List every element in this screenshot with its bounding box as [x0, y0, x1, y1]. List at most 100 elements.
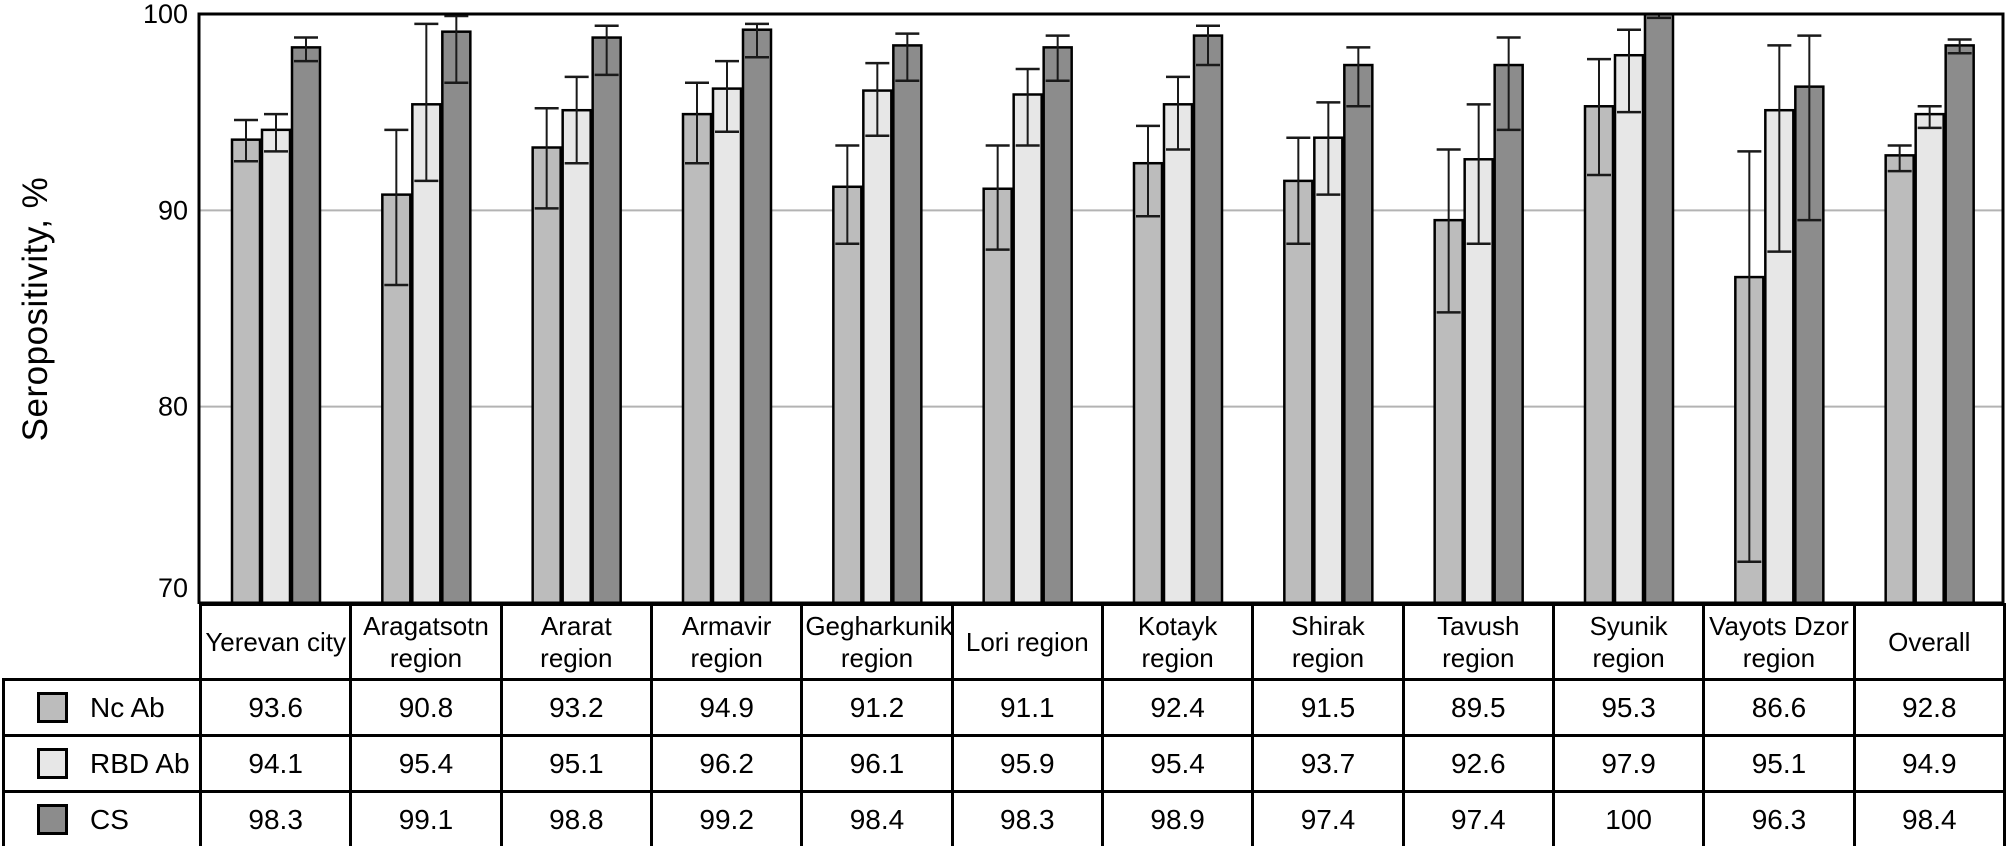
region-header-cell: Kotayk region: [1100, 603, 1255, 681]
series-row-rbd-ab: RBD Ab 94.1 95.4 95.1 96.2 96.1 95.9 95.4 93.7 92…: [2, 734, 2006, 793]
value-cell: 98.8: [499, 790, 653, 846]
y-axis-tick-label: 90: [158, 195, 188, 225]
bar-nc-ab: [230, 138, 262, 604]
bar-rbd-ab: [1613, 53, 1645, 604]
region-header-cell: Vayots Dzor region: [1702, 603, 1856, 681]
bar-cs: [892, 44, 923, 604]
value-cell: 94.9: [1852, 734, 2006, 793]
legend-swatch-icon: [37, 804, 68, 835]
value-cell: 91.5: [1251, 678, 1405, 737]
value-cell: 98.3: [198, 790, 353, 846]
bar-cs: [441, 30, 472, 604]
plot-border: [197, 12, 2005, 604]
region-header-cell: Tavush region: [1401, 603, 1555, 681]
bar-cs: [741, 28, 773, 604]
legend-cell: CS: [2, 790, 202, 846]
value-cell: 89.5: [1401, 678, 1555, 737]
bar-nc-ab: [1884, 154, 1915, 604]
bar-rbd-ab: [1313, 136, 1344, 604]
bar-nc-ab: [1132, 161, 1164, 604]
region-header-cell: Shirak region: [1251, 603, 1405, 681]
region-header-cell: Aragatsotn region: [349, 603, 503, 681]
value-cell: 94.1: [198, 734, 353, 793]
value-cell: 96.1: [800, 734, 954, 793]
value-cell: 86.6: [1702, 678, 1856, 737]
value-cell: 92.4: [1100, 678, 1255, 737]
region-header-cell: Lori region: [950, 603, 1104, 681]
value-cell: 94.9: [649, 678, 804, 737]
value-cell: 91.2: [800, 678, 954, 737]
value-cell: 99.1: [349, 790, 503, 846]
legend-swatch-icon: [37, 748, 68, 779]
bar-cs: [591, 36, 622, 604]
bar-cs: [1493, 63, 1524, 604]
value-cell: 93.6: [198, 678, 353, 737]
value-cell: 99.2: [649, 790, 804, 846]
series-row-cs: CS 98.3 99.1 98.8 99.2 98.4 98.3 98.9 97.4 97.4 10…: [2, 790, 2006, 846]
legend-swatch-icon: [37, 692, 68, 723]
value-cell: 95.1: [499, 734, 653, 793]
value-cell: 96.3: [1702, 790, 1856, 846]
region-header-cell: Gegharkunik region: [800, 603, 954, 681]
region-header-cell: Overall: [1852, 603, 2006, 681]
region-header-row: Yerevan city Aragatsotn region Ararat regi…: [4, 603, 2006, 681]
value-cell: 98.9: [1100, 790, 1255, 846]
value-cell: 98.4: [1852, 790, 2006, 846]
bar-nc-ab: [832, 185, 863, 604]
bar-nc-ab: [982, 187, 1013, 604]
value-cell: 100: [1551, 790, 1706, 846]
bar-cs: [1643, 12, 1675, 604]
bar-nc-ab: [681, 112, 713, 604]
bar-rbd-ab: [1162, 103, 1194, 604]
value-cell: 98.3: [950, 790, 1104, 846]
region-header-cell: Syunik region: [1551, 603, 1706, 681]
legend-label: Nc Ab: [90, 691, 165, 723]
value-cell: 95.9: [950, 734, 1104, 793]
value-cell: 90.8: [349, 678, 503, 737]
value-cell: 93.7: [1251, 734, 1405, 793]
value-cell: 95.4: [1100, 734, 1255, 793]
value-cell: 98.4: [800, 790, 954, 846]
value-cell: 95.4: [349, 734, 503, 793]
legend-cell: RBD Ab: [2, 734, 202, 793]
bar-rbd-ab: [1914, 112, 1945, 604]
value-cell: 97.4: [1251, 790, 1405, 846]
region-header-cell: Yerevan city: [198, 603, 353, 681]
bar-cs: [290, 46, 322, 604]
value-cell: 93.2: [499, 678, 653, 737]
bar-cs: [1042, 46, 1073, 604]
y-axis-tick-label: 80: [158, 392, 188, 422]
legend-label: RBD Ab: [90, 747, 190, 779]
bar-rbd-ab: [260, 128, 292, 604]
bar-rbd-ab: [862, 89, 893, 604]
bar-rbd-ab: [711, 87, 743, 604]
value-cell: 97.4: [1401, 790, 1555, 846]
value-cell: 91.1: [950, 678, 1104, 737]
y-axis-title: Seropositivity, %: [16, 176, 55, 442]
bar-cs: [1343, 63, 1374, 604]
series-row-nc-ab: Nc Ab 93.6 90.8 93.2 94.9 91.2 91.1 92.4 91.5 89.…: [2, 678, 2006, 737]
bar-nc-ab: [531, 146, 562, 604]
data-table: Yerevan city Aragatsotn region Ararat regi…: [2, 603, 2006, 846]
value-cell: 95.1: [1702, 734, 1856, 793]
value-cell: 95.3: [1551, 678, 1706, 737]
value-cell: 92.8: [1852, 678, 2006, 737]
table-corner-cell: [4, 605, 201, 680]
bar-rbd-ab: [411, 103, 442, 604]
legend-label: CS: [90, 803, 129, 835]
y-axis-tick-label: 100: [143, 0, 188, 29]
value-cell: 92.6: [1401, 734, 1555, 793]
bar-rbd-ab: [561, 108, 592, 604]
bar-rbd-ab: [1012, 93, 1043, 604]
legend-cell: Nc Ab: [2, 678, 202, 737]
bar-nc-ab: [1583, 105, 1615, 604]
region-header-cell: Ararat region: [499, 603, 653, 681]
bar-cs: [1192, 34, 1224, 604]
y-axis-tick-label: 70: [158, 573, 188, 603]
bar-chart-plot: 100 90 80 70: [143, 0, 2005, 604]
bar-cs: [1944, 44, 1975, 604]
value-cell: 97.9: [1551, 734, 1706, 793]
value-cell: 96.2: [649, 734, 804, 793]
region-header-cell: Armavir region: [649, 603, 804, 681]
